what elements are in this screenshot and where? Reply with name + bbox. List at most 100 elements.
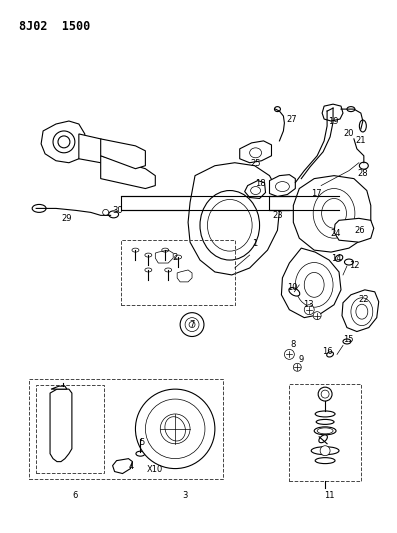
Text: 20: 20 bbox=[344, 130, 354, 139]
Circle shape bbox=[160, 414, 190, 444]
Ellipse shape bbox=[335, 255, 343, 261]
Ellipse shape bbox=[311, 447, 339, 455]
Ellipse shape bbox=[295, 263, 333, 307]
Ellipse shape bbox=[327, 352, 333, 357]
Text: 14: 14 bbox=[331, 254, 341, 263]
Text: X10: X10 bbox=[147, 465, 164, 474]
Ellipse shape bbox=[347, 107, 355, 111]
Ellipse shape bbox=[208, 199, 252, 251]
Circle shape bbox=[320, 446, 330, 456]
Text: 11: 11 bbox=[324, 491, 334, 500]
Text: 30: 30 bbox=[112, 206, 123, 215]
Polygon shape bbox=[121, 196, 289, 211]
Text: 2: 2 bbox=[173, 253, 178, 262]
Polygon shape bbox=[101, 139, 145, 168]
Ellipse shape bbox=[343, 339, 351, 344]
Ellipse shape bbox=[304, 272, 324, 297]
Text: 18: 18 bbox=[255, 179, 266, 188]
Ellipse shape bbox=[109, 211, 119, 218]
Text: 22: 22 bbox=[358, 295, 369, 304]
Polygon shape bbox=[322, 104, 343, 121]
Ellipse shape bbox=[32, 205, 46, 212]
Circle shape bbox=[321, 390, 329, 398]
Ellipse shape bbox=[317, 428, 333, 434]
Text: 28: 28 bbox=[358, 169, 368, 178]
Circle shape bbox=[313, 312, 321, 320]
Ellipse shape bbox=[145, 253, 152, 257]
Bar bbox=[36, 385, 104, 473]
Text: 13: 13 bbox=[303, 300, 314, 309]
Ellipse shape bbox=[315, 458, 335, 464]
Polygon shape bbox=[101, 156, 155, 189]
Ellipse shape bbox=[345, 259, 353, 265]
Text: 29: 29 bbox=[62, 214, 72, 223]
Circle shape bbox=[103, 209, 109, 215]
Text: 15: 15 bbox=[343, 335, 353, 344]
Text: 25: 25 bbox=[251, 159, 261, 168]
Ellipse shape bbox=[136, 451, 145, 456]
Text: 4: 4 bbox=[129, 462, 134, 471]
Circle shape bbox=[185, 318, 199, 332]
Text: 17: 17 bbox=[311, 189, 322, 198]
Polygon shape bbox=[270, 196, 329, 211]
Ellipse shape bbox=[175, 255, 181, 259]
Text: 5: 5 bbox=[140, 438, 145, 447]
Ellipse shape bbox=[313, 189, 355, 238]
Polygon shape bbox=[79, 134, 111, 163]
Circle shape bbox=[53, 131, 75, 153]
Circle shape bbox=[135, 389, 215, 469]
Polygon shape bbox=[334, 219, 374, 242]
Polygon shape bbox=[51, 386, 67, 389]
Polygon shape bbox=[342, 290, 379, 332]
Ellipse shape bbox=[165, 417, 185, 441]
Polygon shape bbox=[293, 176, 371, 252]
Text: 3: 3 bbox=[182, 491, 188, 500]
Ellipse shape bbox=[359, 162, 368, 169]
Text: 6: 6 bbox=[72, 491, 77, 500]
Text: 16: 16 bbox=[322, 347, 332, 356]
Text: 10: 10 bbox=[287, 284, 298, 292]
Polygon shape bbox=[188, 163, 279, 275]
Ellipse shape bbox=[145, 268, 152, 272]
Bar bbox=[289, 384, 361, 481]
Ellipse shape bbox=[351, 298, 373, 326]
Text: 1: 1 bbox=[252, 239, 257, 248]
Circle shape bbox=[318, 387, 332, 401]
Polygon shape bbox=[41, 121, 85, 163]
Ellipse shape bbox=[165, 268, 172, 272]
Ellipse shape bbox=[356, 304, 368, 319]
Ellipse shape bbox=[274, 107, 280, 111]
Polygon shape bbox=[50, 389, 72, 462]
Circle shape bbox=[293, 364, 301, 372]
Text: 8J02  1500: 8J02 1500 bbox=[19, 20, 91, 33]
Circle shape bbox=[180, 313, 204, 336]
Text: 24: 24 bbox=[331, 229, 341, 238]
Text: 23: 23 bbox=[272, 211, 283, 220]
Ellipse shape bbox=[276, 182, 289, 191]
Text: 12: 12 bbox=[349, 261, 359, 270]
Text: 7: 7 bbox=[189, 320, 195, 329]
Bar bbox=[121, 240, 235, 305]
Circle shape bbox=[304, 305, 314, 314]
Ellipse shape bbox=[137, 433, 145, 438]
Ellipse shape bbox=[251, 187, 260, 195]
Ellipse shape bbox=[132, 248, 139, 252]
Ellipse shape bbox=[289, 288, 300, 296]
Text: 9: 9 bbox=[299, 355, 304, 364]
Circle shape bbox=[189, 321, 195, 328]
Bar bbox=[29, 379, 223, 479]
Ellipse shape bbox=[314, 427, 336, 435]
Ellipse shape bbox=[162, 248, 169, 252]
Circle shape bbox=[145, 399, 205, 458]
Ellipse shape bbox=[322, 198, 347, 228]
Polygon shape bbox=[245, 181, 266, 198]
Ellipse shape bbox=[250, 148, 262, 158]
Circle shape bbox=[284, 350, 294, 359]
Text: 19: 19 bbox=[328, 117, 338, 126]
Ellipse shape bbox=[319, 435, 328, 443]
Text: 8: 8 bbox=[291, 340, 296, 349]
Text: 27: 27 bbox=[286, 115, 297, 124]
Ellipse shape bbox=[315, 411, 335, 417]
Ellipse shape bbox=[359, 120, 366, 132]
Ellipse shape bbox=[316, 419, 334, 424]
